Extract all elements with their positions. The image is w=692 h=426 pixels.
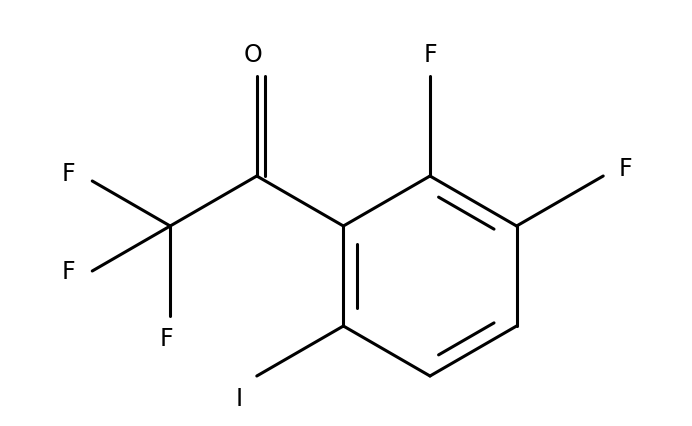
- Text: I: I: [235, 386, 242, 410]
- Text: F: F: [619, 157, 632, 181]
- Text: O: O: [244, 43, 262, 67]
- Text: F: F: [62, 259, 75, 283]
- Text: F: F: [159, 326, 173, 350]
- Text: F: F: [62, 161, 75, 186]
- Text: F: F: [424, 43, 437, 67]
